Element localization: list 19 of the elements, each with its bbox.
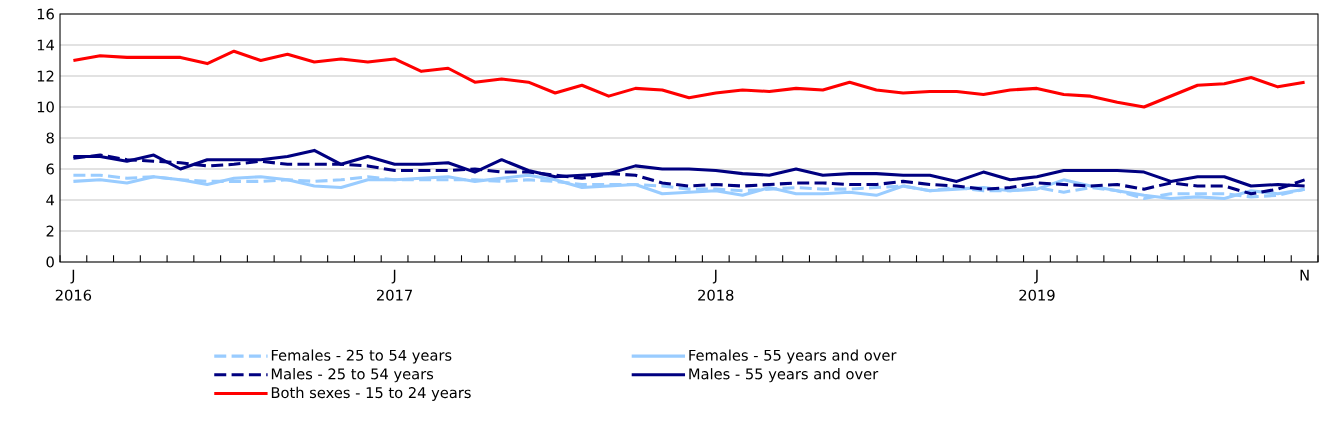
- y-tick-label: 4: [46, 194, 55, 206]
- y-tick-label: 16: [37, 8, 54, 20]
- y-tick-label: 2: [46, 225, 54, 237]
- legend-label: Females - 25 to 54 years: [271, 349, 452, 364]
- legend-label: Males - 55 years and over: [689, 368, 879, 383]
- y-tick-label: 6: [46, 163, 54, 175]
- legend-label: Females - 55 years and over: [689, 349, 897, 364]
- y-tick-label: 10: [37, 101, 54, 113]
- x-tick-label: J 2019: [1019, 269, 1055, 301]
- y-tick-label: 12: [37, 70, 54, 82]
- legend-label: Males - 25 to 54 years: [271, 368, 434, 383]
- legend-label: Both sexes - 15 to 24 years: [271, 386, 471, 401]
- x-tick-label: J 2017: [376, 269, 412, 301]
- y-tick-label: 14: [37, 39, 55, 51]
- y-tick-label: 0: [46, 256, 54, 268]
- x-tick-label: J 2018: [698, 269, 734, 301]
- x-tick-label: N: [1300, 269, 1309, 281]
- y-tick-label: 8: [46, 132, 54, 144]
- x-tick-label: J 2016: [55, 269, 92, 301]
